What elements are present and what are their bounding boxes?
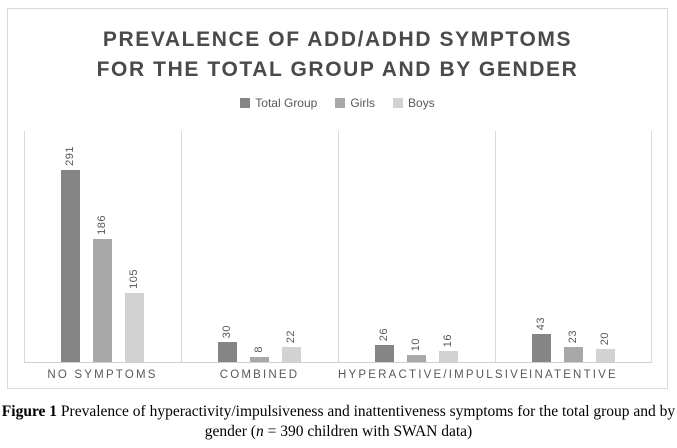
bar-col: 22 bbox=[282, 131, 301, 362]
chart-title-line1: PREVALENCE OF ADD/ADHD SYMPTOMS bbox=[102, 28, 573, 51]
category-label-hyperactive-impulsive: HYPERACTIVE/IMPULSIVE bbox=[338, 369, 530, 381]
legend-label: Total Group bbox=[255, 96, 318, 110]
legend-item-boys: Boys bbox=[393, 96, 435, 110]
figure-caption-line2-post: = 390 children with SWAN data) bbox=[263, 423, 473, 440]
legend-swatch-icon bbox=[335, 98, 346, 108]
legend-item-girls: Girls bbox=[335, 96, 375, 110]
bar-group-hyperactive-impulsive: 26 10 16 bbox=[338, 131, 495, 362]
category-axis: NO SYMPTOMS COMBINED HYPERACTIVE/IMPULSIVE… bbox=[24, 369, 652, 381]
bar-boys-combined bbox=[282, 347, 301, 362]
plot-area: 291 186 105 30 8 22 26 10 16 43 23 20 bbox=[24, 131, 652, 363]
chart-legend: Total Group Girls Boys bbox=[8, 96, 667, 110]
bar-value-label: 16 bbox=[442, 333, 454, 347]
bar-col: 186 bbox=[93, 131, 112, 362]
legend-label: Boys bbox=[408, 96, 435, 110]
bar-group-inatentive: 43 23 20 bbox=[495, 131, 652, 362]
bar-col: 26 bbox=[375, 131, 394, 362]
bar-boys-no-symptoms bbox=[125, 293, 144, 362]
bar-value-label: 8 bbox=[253, 346, 265, 353]
bar-col: 8 bbox=[250, 131, 269, 362]
bar-value-label: 26 bbox=[378, 327, 390, 341]
bar-total-group-hyperactive-impulsive bbox=[375, 345, 394, 362]
bar-girls-no-symptoms bbox=[93, 239, 112, 362]
bar-value-label: 43 bbox=[535, 316, 547, 330]
bar-col: 105 bbox=[125, 131, 144, 362]
bar-value-label: 22 bbox=[285, 329, 297, 343]
category-label-inatentive: INATENTIVE bbox=[529, 369, 618, 381]
bar-value-label: 10 bbox=[410, 337, 422, 351]
bar-group-combined: 30 8 22 bbox=[181, 131, 338, 362]
legend-swatch-icon bbox=[240, 98, 251, 108]
figure-caption-label: Figure 1 bbox=[1, 403, 58, 420]
figure-caption: Figure 1 Prevalence of hyperactivity/imp… bbox=[0, 402, 677, 442]
bar-boys-inatentive bbox=[596, 349, 615, 362]
chart-title: PREVALENCE OF ADD/ADHD SYMPTOMS FOR THE … bbox=[8, 25, 667, 85]
category-label-no-symptoms: NO SYMPTOMS bbox=[47, 369, 158, 381]
bar-col: 291 bbox=[61, 131, 80, 362]
legend-label: Girls bbox=[350, 96, 376, 110]
bar-value-label: 186 bbox=[96, 215, 108, 235]
legend-swatch-icon bbox=[393, 98, 404, 108]
bar-value-label: 30 bbox=[221, 324, 233, 338]
figure-caption-line2-pre: gender ( bbox=[204, 423, 256, 440]
bar-girls-inatentive bbox=[564, 347, 583, 362]
axis-separator-line bbox=[181, 131, 182, 362]
bar-boys-hyperactive-impulsive bbox=[439, 351, 458, 362]
bar-value-label: 23 bbox=[567, 329, 579, 343]
bar-col: 23 bbox=[564, 131, 583, 362]
bar-col: 16 bbox=[439, 131, 458, 362]
axis-separator-line bbox=[338, 131, 339, 362]
figure-caption-line1: Prevalence of hyperactivity/impulsivenes… bbox=[57, 403, 676, 420]
bar-girls-combined bbox=[250, 357, 269, 362]
bar-col: 43 bbox=[532, 131, 551, 362]
bar-group-no-symptoms: 291 186 105 bbox=[24, 131, 181, 362]
axis-separator-line bbox=[495, 131, 496, 362]
bar-col: 20 bbox=[596, 131, 615, 362]
bar-total-group-combined bbox=[218, 342, 237, 362]
bar-value-label: 105 bbox=[128, 269, 140, 289]
bar-value-label: 291 bbox=[64, 146, 76, 166]
bar-total-group-no-symptoms bbox=[61, 170, 80, 362]
category-label-combined: COMBINED bbox=[219, 369, 300, 381]
figure-caption-n: n bbox=[255, 423, 264, 440]
bar-girls-hyperactive-impulsive bbox=[407, 355, 426, 362]
axis-separator-line bbox=[24, 131, 25, 362]
bar-total-group-inatentive bbox=[532, 334, 551, 362]
bar-col: 10 bbox=[407, 131, 426, 362]
axis-separator-line bbox=[651, 131, 652, 362]
chart-title-line2: FOR THE TOTAL GROUP AND BY GENDER bbox=[96, 58, 579, 81]
legend-item-total-group: Total Group bbox=[240, 96, 317, 110]
bar-value-label: 20 bbox=[599, 331, 611, 345]
chart-figure-box: PREVALENCE OF ADD/ADHD SYMPTOMS FOR THE … bbox=[7, 8, 668, 389]
bar-col: 30 bbox=[218, 131, 237, 362]
